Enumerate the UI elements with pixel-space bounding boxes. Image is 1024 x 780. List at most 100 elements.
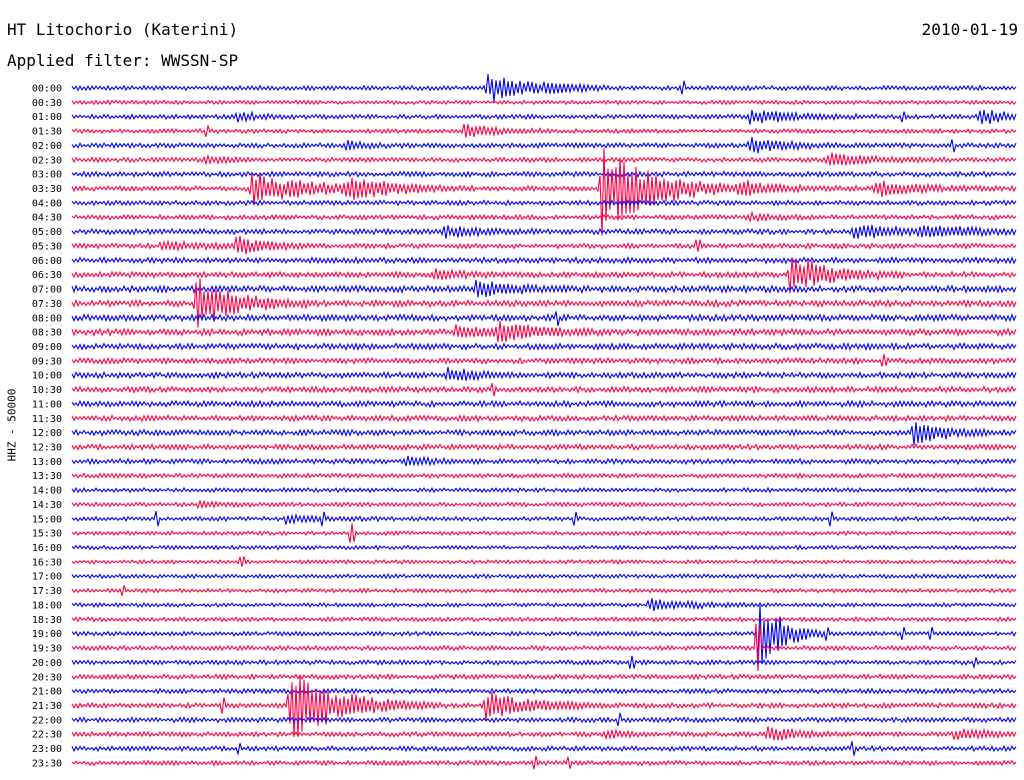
seismogram-trace [71,366,1017,382]
trace-time-label: 00:30 [32,98,62,109]
seismogram-trace [71,210,1017,223]
trace-time-label: 20:30 [32,672,62,683]
trace-time-label: 10:00 [32,371,62,382]
seismogram-trace [71,455,1017,467]
seismogram-trace [71,73,1017,102]
seismogram-trace [71,472,1017,480]
seismogram-trace [71,556,1017,567]
trace-time-label: 00:00 [32,84,62,95]
seismogram-trace [71,673,1017,681]
trace-time-label: 01:30 [32,127,62,138]
trace-time-label: 18:30 [32,615,62,626]
trace-time-label: 07:30 [32,299,62,310]
seismogram-trace [71,382,1017,397]
trace-time-label: 02:30 [32,155,62,166]
seismogram-trace [71,279,1017,298]
seismogram-trace [71,605,1017,664]
trace-time-label: 16:30 [32,557,62,568]
seismogram-trace [71,615,1017,623]
trace-time-label: 15:30 [32,529,62,540]
trace-time-label: 07:00 [32,285,62,296]
seismogram-trace [71,585,1017,596]
seismogram-trace [71,712,1017,727]
trace-time-label: 22:30 [32,730,62,741]
seismogram-trace [71,136,1017,154]
seismogram-trace [71,170,1017,179]
trace-time-label: 14:00 [32,486,62,497]
trace-time-label: 21:30 [32,701,62,712]
trace-time-label: 11:00 [32,399,62,410]
trace-time-label: 03:00 [32,170,62,181]
trace-time-label: 01:00 [32,112,62,123]
trace-time-label: 08:30 [32,328,62,339]
trace-time-label: 19:30 [32,644,62,655]
seismogram-trace [71,341,1017,352]
seismogram-trace [71,199,1017,207]
seismogram-trace [71,257,1017,294]
seismogram-trace [71,726,1017,741]
trace-time-label: 06:30 [32,270,62,281]
filter-label: Applied filter: WWSSN-SP [7,51,239,70]
seismogram-trace [71,655,1017,670]
seismogram-trace [71,687,1017,695]
seismogram-trace [71,623,1017,671]
trace-time-label: 09:30 [32,356,62,367]
trace-time-label: 04:00 [32,198,62,209]
trace-time-label: 12:30 [32,443,62,454]
trace-time-label: 17:30 [32,586,62,597]
seismogram-trace [71,598,1017,612]
trace-time-label: 03:30 [32,184,62,195]
seismogram-trace [71,224,1017,239]
trace-time-label: 17:00 [32,572,62,583]
trace-time-label: 18:00 [32,600,62,611]
seismogram-trace [71,399,1017,409]
seismogram-trace [71,523,1017,544]
trace-time-label: 10:30 [32,385,62,396]
seismogram-trace [71,354,1017,367]
seismogram-trace [71,99,1017,106]
record-date: 2010-01-19 [921,20,1018,39]
seismogram-trace [71,573,1017,580]
trace-time-label: 14:30 [32,500,62,511]
seismogram-trace [71,741,1017,756]
seismogram-trace [71,442,1017,452]
seismogram-trace [71,278,1017,328]
seismogram-trace [71,676,1017,737]
trace-time-label: 06:00 [32,256,62,267]
seismogram-trace [71,255,1017,265]
trace-time-label: 05:30 [32,241,62,252]
seismogram-trace [71,486,1017,494]
trace-time-label: 16:00 [32,543,62,554]
seismogram-trace [71,544,1017,551]
seismogram-trace [71,109,1017,125]
trace-time-label: 20:00 [32,658,62,669]
trace-time-label: 23:30 [32,758,62,769]
trace-time-label: 15:00 [32,514,62,525]
trace-time-label: 11:30 [32,414,62,425]
seismogram-trace [71,755,1017,770]
station-title: HT Litochorio (Katerini) [7,20,239,39]
trace-time-label: 12:00 [32,428,62,439]
seismogram-trace [71,311,1017,327]
trace-time-label: 13:00 [32,457,62,468]
seismogram-trace [71,510,1017,527]
seismogram-trace [71,152,1017,167]
trace-time-label: 13:30 [32,471,62,482]
trace-time-label: 22:00 [32,715,62,726]
seismogram-trace [71,422,1017,446]
trace-time-label: 08:00 [32,313,62,324]
trace-time-label: 21:00 [32,687,62,698]
seismogram-trace [71,498,1017,510]
seismogram-trace [71,235,1017,255]
seismogram-trace [71,148,1017,236]
seismogram-trace [71,414,1017,423]
trace-time-label: 23:00 [32,744,62,755]
seismogram-trace [71,123,1017,138]
trace-time-label: 02:00 [32,141,62,152]
trace-time-label: 09:00 [32,342,62,353]
seismogram-trace [71,321,1017,343]
trace-time-label: 04:30 [32,213,62,224]
trace-time-label: 19:00 [32,629,62,640]
trace-time-label: 05:00 [32,227,62,238]
